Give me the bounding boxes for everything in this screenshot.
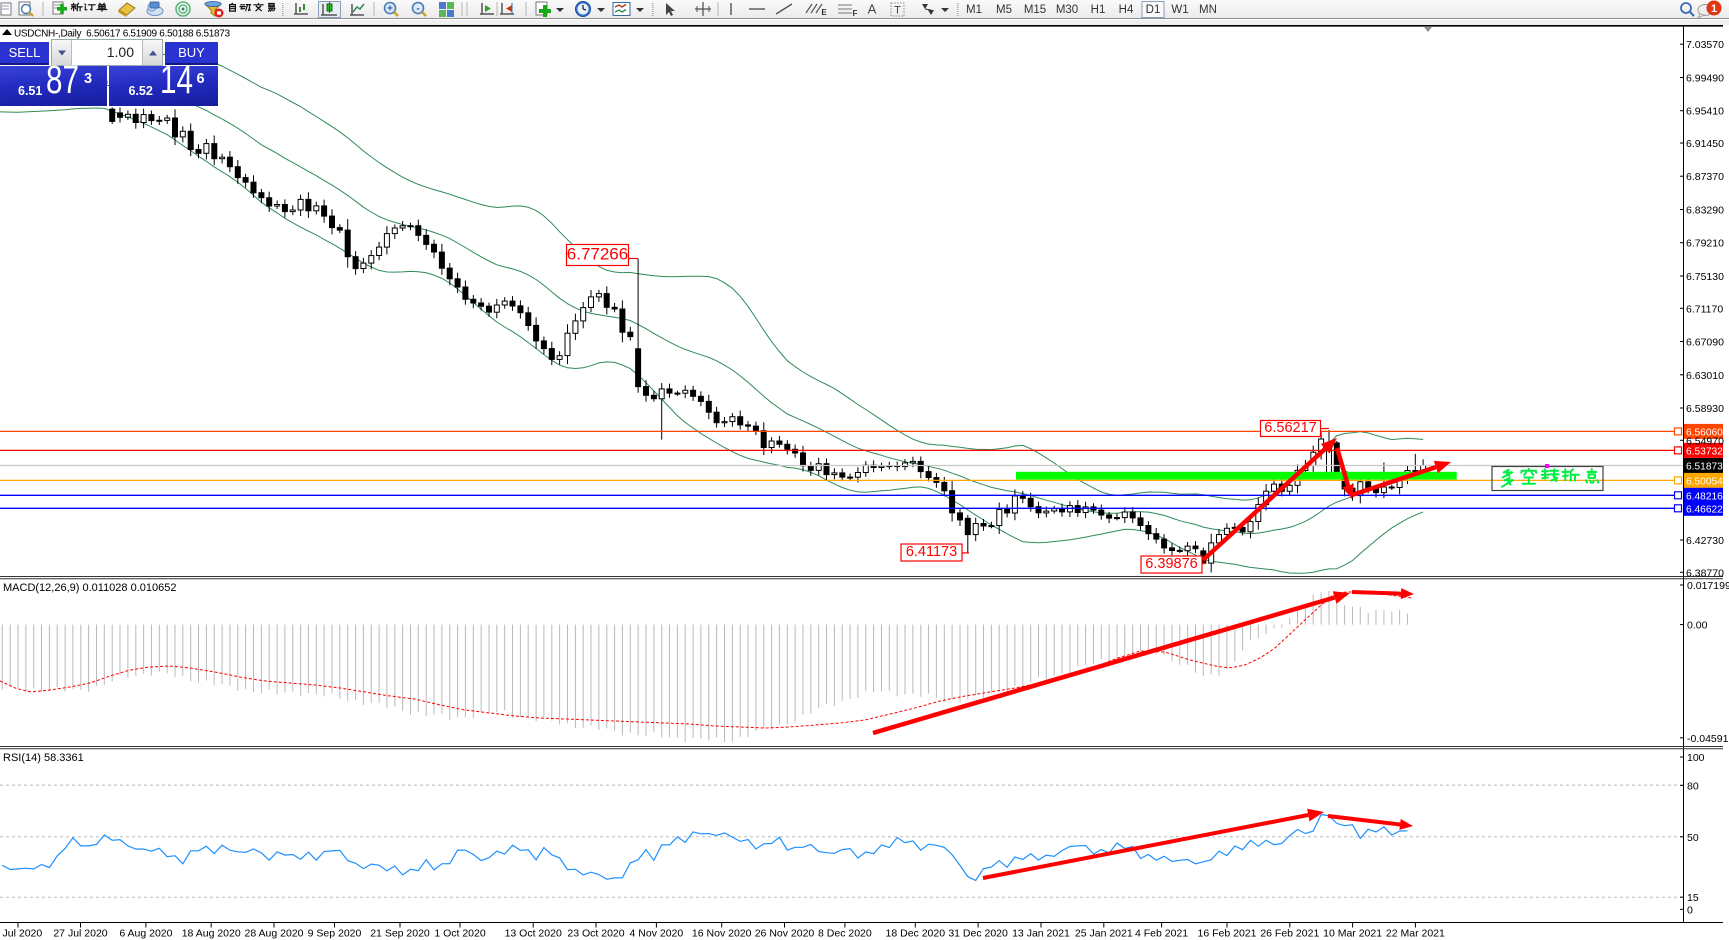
svg-text:1: 1	[1711, 3, 1717, 15]
svg-text:6.87370: 6.87370	[1686, 171, 1724, 183]
svg-text:16 Feb 2021: 16 Feb 2021	[1198, 928, 1257, 940]
svg-text:0: 0	[1687, 904, 1693, 916]
svg-text:6.54970: 6.54970	[1686, 435, 1724, 447]
svg-text:100: 100	[1687, 752, 1705, 764]
svg-text:6.83290: 6.83290	[1686, 205, 1724, 217]
svg-text:50: 50	[1687, 832, 1699, 844]
svg-text:W1: W1	[1171, 4, 1188, 16]
svg-text:6.91450: 6.91450	[1686, 138, 1724, 150]
svg-text:18 Dec 2020: 18 Dec 2020	[886, 928, 946, 940]
svg-text:E: E	[821, 8, 827, 17]
svg-text:16 Nov 2020: 16 Nov 2020	[692, 928, 752, 940]
svg-text:9 Sep 2020: 9 Sep 2020	[308, 928, 362, 940]
svg-text:6.63010: 6.63010	[1686, 370, 1724, 382]
svg-text:21 Sep 2020: 21 Sep 2020	[370, 928, 430, 940]
svg-text:6.46622: 6.46622	[1686, 504, 1723, 515]
svg-text:6.75130: 6.75130	[1686, 271, 1724, 283]
svg-text:6.99490: 6.99490	[1686, 73, 1724, 85]
svg-text:F: F	[853, 9, 858, 18]
svg-text:6.58930: 6.58930	[1686, 403, 1724, 415]
svg-text:6.71170: 6.71170	[1686, 303, 1723, 315]
svg-text:6.77266: 6.77266	[567, 245, 628, 264]
svg-text:H1: H1	[1091, 4, 1106, 16]
svg-text:13 Oct 2020: 13 Oct 2020	[505, 928, 562, 940]
svg-text:1 Oct 2020: 1 Oct 2020	[434, 928, 486, 940]
svg-text:M30: M30	[1056, 4, 1078, 16]
svg-text:28 Aug 2020: 28 Aug 2020	[245, 928, 304, 940]
svg-text:6.42730: 6.42730	[1686, 535, 1724, 547]
svg-text:31 Dec 2020: 31 Dec 2020	[948, 928, 1008, 940]
svg-text:6.41173: 6.41173	[906, 544, 957, 560]
svg-text:18 Aug 2020: 18 Aug 2020	[182, 928, 241, 940]
svg-text:6.79210: 6.79210	[1686, 238, 1724, 250]
svg-text:6.39876: 6.39876	[1145, 556, 1197, 572]
svg-text:26 Feb 2021: 26 Feb 2021	[1260, 928, 1319, 940]
svg-text:A: A	[868, 2, 877, 17]
svg-text:D1: D1	[1146, 4, 1161, 16]
svg-text:6.56060: 6.56060	[1686, 427, 1723, 438]
svg-text:15: 15	[1687, 892, 1699, 904]
svg-text:6.67090: 6.67090	[1686, 337, 1724, 349]
svg-text:10 Mar 2021: 10 Mar 2021	[1323, 928, 1382, 940]
svg-text:4 Nov 2020: 4 Nov 2020	[630, 928, 684, 940]
svg-text:M5: M5	[996, 4, 1012, 16]
svg-text:0.017199: 0.017199	[1687, 580, 1729, 592]
svg-text:6.53732: 6.53732	[1686, 446, 1723, 457]
svg-text:6.51873: 6.51873	[1686, 462, 1723, 473]
svg-text:MACD(12,26,9) 0.011028 0.01065: MACD(12,26,9) 0.011028 0.010652	[3, 582, 176, 594]
svg-text:-0.045919: -0.045919	[1687, 733, 1729, 745]
svg-text:MN: MN	[1199, 4, 1217, 16]
svg-text:0.00: 0.00	[1687, 620, 1708, 632]
svg-text:6.95410: 6.95410	[1686, 106, 1724, 118]
svg-text:+: +	[387, 4, 393, 15]
svg-text:M15: M15	[1024, 4, 1046, 16]
svg-text:-: -	[416, 4, 419, 15]
svg-text:13 Jan 2021: 13 Jan 2021	[1012, 928, 1070, 940]
svg-text:6.38770: 6.38770	[1686, 567, 1724, 579]
svg-text:26 Nov 2020: 26 Nov 2020	[755, 928, 815, 940]
svg-text:M1: M1	[966, 4, 982, 16]
svg-text:RSI(14) 58.3361: RSI(14) 58.3361	[3, 752, 84, 764]
svg-text:5 Jul 2020: 5 Jul 2020	[0, 928, 42, 940]
svg-text:22 Mar 2021: 22 Mar 2021	[1386, 928, 1445, 940]
svg-text:8 Dec 2020: 8 Dec 2020	[818, 928, 872, 940]
svg-text:27 Jul 2020: 27 Jul 2020	[53, 928, 107, 940]
svg-text:23 Oct 2020: 23 Oct 2020	[567, 928, 624, 940]
svg-text:6.50054: 6.50054	[1686, 476, 1723, 487]
svg-text:4 Feb 2021: 4 Feb 2021	[1135, 928, 1188, 940]
svg-text:T: T	[894, 5, 901, 17]
svg-text:7.03570: 7.03570	[1686, 39, 1724, 51]
svg-text:80: 80	[1687, 780, 1699, 792]
svg-text:6.56217: 6.56217	[1264, 420, 1316, 436]
svg-text:6 Aug 2020: 6 Aug 2020	[119, 928, 172, 940]
svg-text:6.48216: 6.48216	[1686, 491, 1723, 502]
svg-text:H4: H4	[1119, 4, 1134, 16]
svg-text:25 Jan 2021: 25 Jan 2021	[1075, 928, 1133, 940]
svg-text:USDCNH-,Daily 6.50617 6.51909: USDCNH-,Daily 6.50617 6.51909 6.50188 6.…	[14, 29, 231, 40]
